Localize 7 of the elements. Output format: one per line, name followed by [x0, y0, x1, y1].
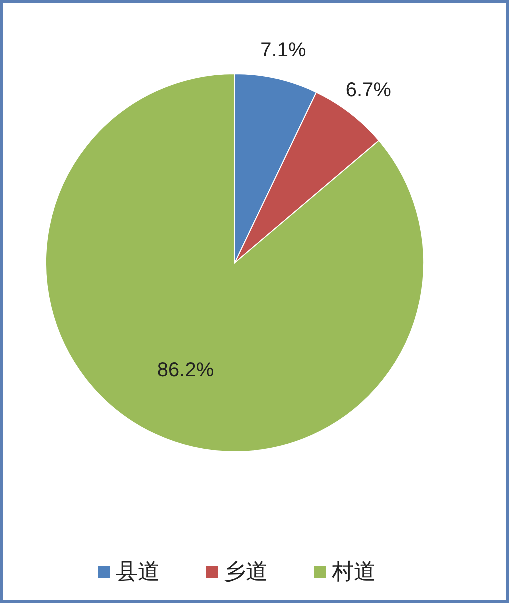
data-label: 86.2% [157, 359, 214, 382]
pie-slice [46, 74, 424, 452]
legend-label: 乡道 [224, 559, 268, 584]
legend-label: 村道 [331, 559, 376, 584]
data-label: 6.7% [346, 80, 392, 102]
legend-label: 县道 [116, 559, 160, 584]
data-label: 7.1% [260, 39, 306, 62]
